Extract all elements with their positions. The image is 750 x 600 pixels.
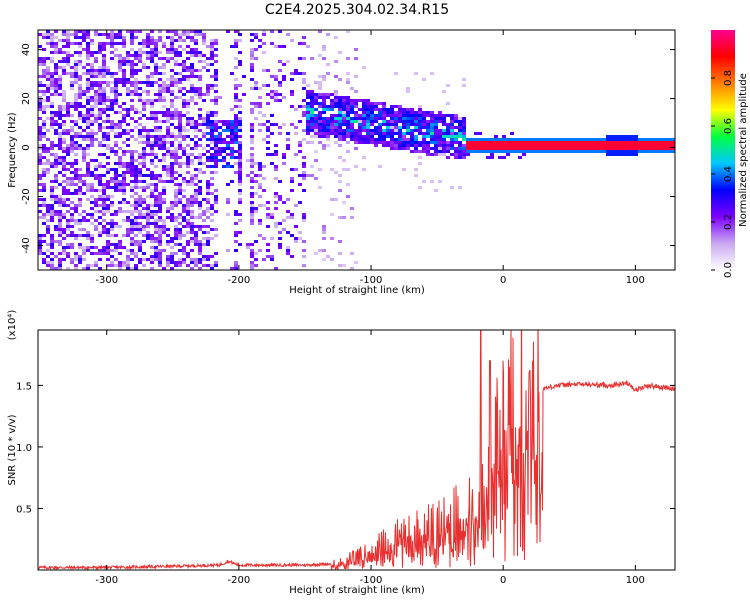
x-tick-label: -200 <box>228 575 251 586</box>
colorbar-tick-label: 0.2 <box>723 214 734 230</box>
y-tick-label: 1.0 <box>16 443 32 454</box>
snr-y-label: SNR (10 * v/v) <box>7 414 18 485</box>
snr-panel: -300 -200 -100 0 100 0.5 1.0 1.5 (x10⁴) Height … <box>7 310 676 596</box>
x-tick-label: -300 <box>95 275 118 286</box>
colorbar-tick-label: 0.0 <box>723 262 734 278</box>
x-tick-label: 100 <box>626 275 645 286</box>
colorbar: 0.0 0.2 0.4 0.6 0.8 Normalized spectral ampl… <box>711 30 749 278</box>
colorbar-tick-label: 0.6 <box>723 118 734 134</box>
x-tick-label: -200 <box>228 275 251 286</box>
snr-scale-label: (x10⁴) <box>7 310 18 341</box>
snr-series-line <box>38 330 675 570</box>
y-tick-label: 20 <box>21 92 32 105</box>
colorbar-gradient <box>711 30 735 270</box>
x-tick-label: -300 <box>95 575 118 586</box>
spectrogram-frame <box>37 29 676 271</box>
y-tick-label: 0 <box>21 144 32 150</box>
colorbar-label: Normalized spectral amplitude <box>738 73 749 227</box>
spectrogram-cells <box>38 30 675 270</box>
x-tick-label: -100 <box>360 575 383 586</box>
x-tick-label: -100 <box>360 275 383 286</box>
snr-frame <box>37 329 676 571</box>
snr-x-label: Height of straight line (km) <box>289 585 425 596</box>
y-tick-label: -40 <box>21 237 32 253</box>
colorbar-tick-label: 0.4 <box>723 166 734 182</box>
x-tick-label: 0 <box>500 575 506 586</box>
x-tick-label: 0 <box>500 275 506 286</box>
y-tick-label: 40 <box>21 43 32 56</box>
spectrogram-x-label: Height of straight line (km) <box>289 285 425 296</box>
y-tick-label: 0.5 <box>16 504 32 515</box>
colorbar-tick-label: 0.8 <box>723 70 734 86</box>
figure-title: C2E4.2025.304.02.34.R15 <box>265 2 449 18</box>
y-tick-label: -20 <box>21 188 32 204</box>
y-tick-label: 1.5 <box>16 381 32 392</box>
spectrogram-y-label: Frequency (Hz) <box>7 112 18 188</box>
x-tick-label: 100 <box>626 575 645 586</box>
